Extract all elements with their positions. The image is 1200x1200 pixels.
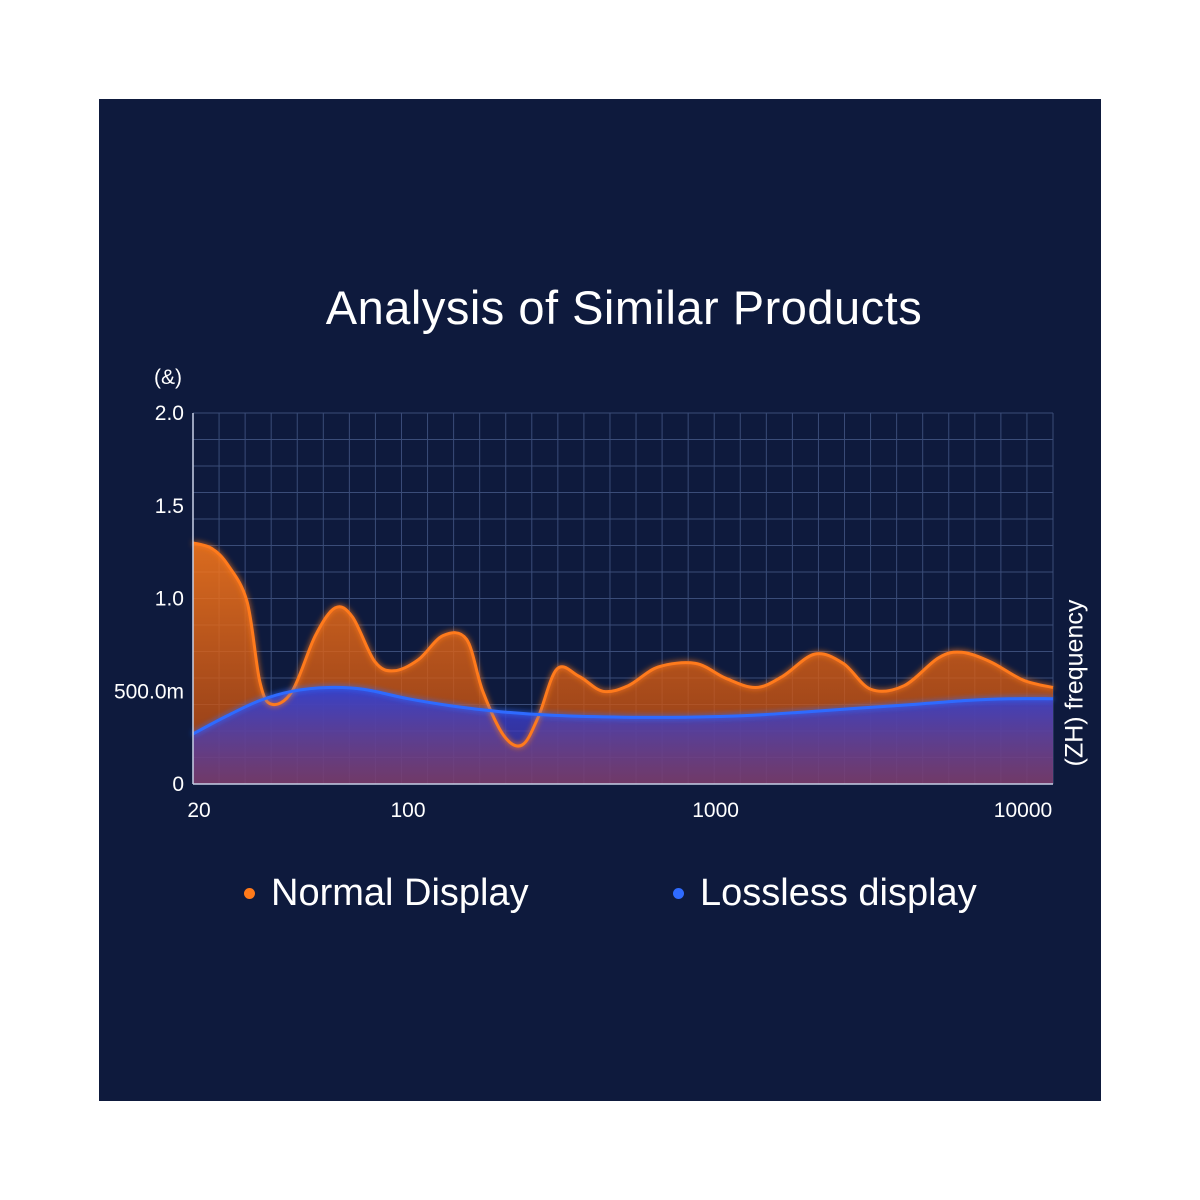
chart-legend: Normal Display Lossless display [99,872,1101,922]
y-tick-label: 2.0 [155,402,184,425]
y-tick-label: 1.0 [155,588,184,611]
chart-panel [99,99,1101,1101]
chart-axes: (&) (ZH) frequency [154,366,1089,785]
legend-item-normal-display: Normal Display [244,872,529,915]
legend-label-lossless-display: Lossless display [700,872,977,914]
x-tick-label: 10000 [994,799,1052,822]
chart-lines [192,541,1054,748]
y-tick-label: 0 [172,773,184,796]
legend-label-normal-display: Normal Display [271,872,529,914]
x-axis-title: (ZH) frequency [1061,599,1089,766]
legend-item-lossless-display: Lossless display [673,872,977,915]
legend-dot-normal-display [244,888,255,899]
series-area-lossless-display [193,687,1053,784]
series-line-lossless-display [192,685,1054,736]
x-tick-label: 20 [187,799,210,822]
chart-tick-labels: 0 500.0m 1.0 1.5 2.0 20 100 1000 10000 [114,402,1052,822]
chart-areas [193,542,1053,784]
series-line-normal-display [192,541,1054,748]
chart-title: Analysis of Similar Products [325,281,923,334]
y-axis-unit-label: (&) [154,366,182,389]
x-tick-label: 1000 [692,799,739,822]
y-tick-label: 500.0m [114,680,184,703]
legend-dot-lossless-display [673,888,684,899]
x-tick-label: 100 [390,799,425,822]
y-tick-label: 1.5 [155,495,184,518]
